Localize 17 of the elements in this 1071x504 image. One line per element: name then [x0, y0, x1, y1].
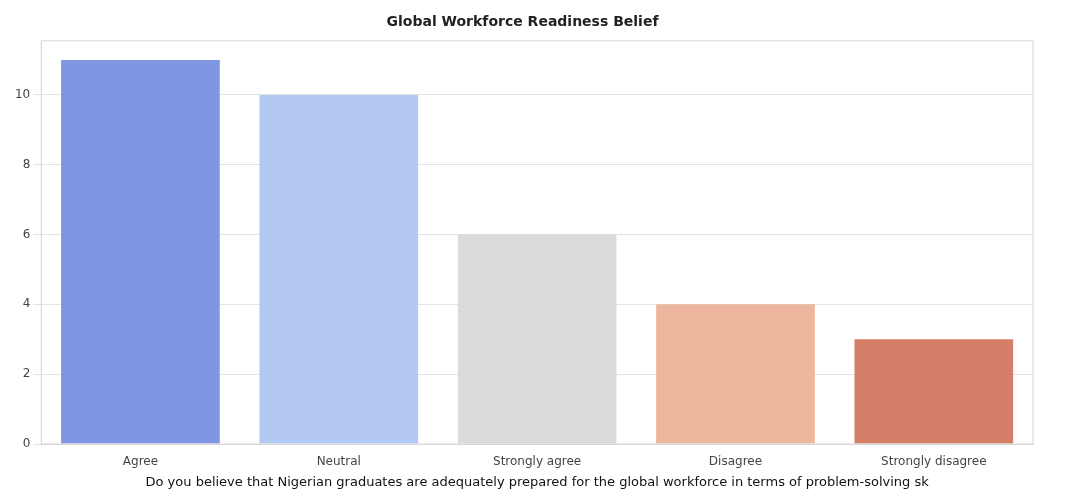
bar — [259, 94, 419, 444]
x-tick-label: Disagree — [708, 454, 763, 469]
x-tick-label: Strongly agree — [493, 454, 582, 469]
y-tick-label: 2 — [22, 366, 31, 381]
x-tick-label: Agree — [122, 454, 159, 469]
bar — [656, 304, 815, 444]
x-axis-title: Do you believe that Nigerian graduates are adequately prepared for the global workforce in terms of problem-solving sk — [145, 473, 930, 489]
y-tick-label: 4 — [22, 296, 31, 311]
bar — [854, 339, 1014, 444]
x-tick-label: Neutral — [316, 454, 361, 469]
x-tick-label: Strongly disagree — [881, 454, 987, 469]
y-tick-label: 8 — [22, 156, 31, 171]
y-tick-label: 10 — [14, 87, 31, 102]
bar — [61, 60, 220, 444]
y-tick-label: 6 — [22, 226, 31, 241]
y-tick-label: 0 — [22, 436, 31, 451]
chart-title: Global Workforce Readiness Belief — [386, 13, 660, 30]
